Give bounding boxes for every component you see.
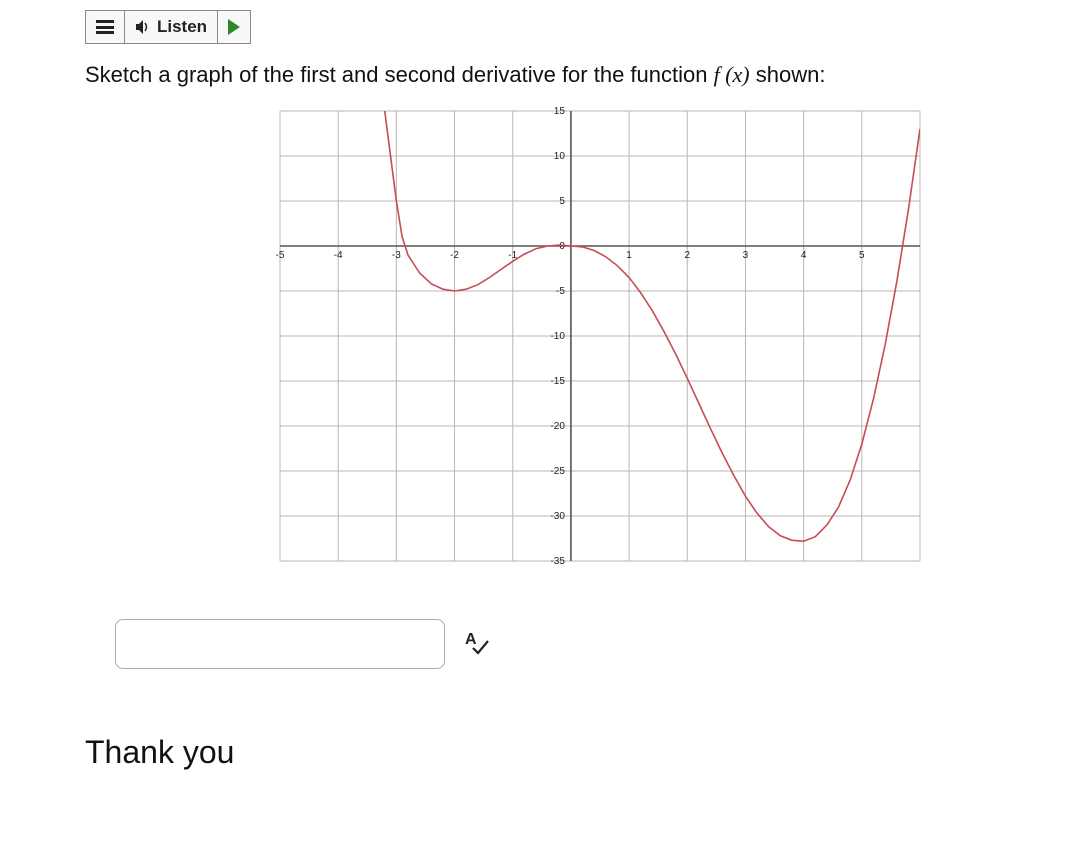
question-func: f (x): [714, 62, 750, 87]
spellcheck-button[interactable]: A: [463, 629, 489, 660]
question-text: Sketch a graph of the first and second d…: [85, 62, 1080, 88]
svg-text:-10: -10: [550, 331, 565, 342]
answer-row: A: [115, 619, 1080, 669]
hamburger-icon: [96, 20, 114, 34]
svg-text:2: 2: [684, 250, 690, 261]
play-icon: [228, 19, 240, 35]
question-suffix: shown:: [750, 62, 826, 87]
svg-text:-3: -3: [392, 250, 401, 261]
chart-svg: -5-4-3-2-112345151050-5-10-15-20-25-30-3…: [270, 106, 930, 566]
svg-text:3: 3: [743, 250, 749, 261]
svg-text:5: 5: [859, 250, 865, 261]
thank-you-text: Thank you: [85, 734, 1080, 771]
svg-text:-35: -35: [550, 556, 565, 566]
svg-text:-4: -4: [334, 250, 343, 261]
chart: -5-4-3-2-112345151050-5-10-15-20-25-30-3…: [270, 106, 1080, 571]
listen-button[interactable]: Listen: [125, 11, 218, 43]
toolbar: Listen: [85, 10, 251, 44]
answer-input[interactable]: [115, 619, 445, 669]
menu-button[interactable]: [86, 11, 125, 43]
svg-text:4: 4: [801, 250, 807, 261]
svg-text:-2: -2: [450, 250, 459, 261]
svg-text:1: 1: [626, 250, 632, 261]
svg-text:0: 0: [559, 241, 565, 252]
listen-label: Listen: [157, 17, 207, 37]
play-button[interactable]: [218, 11, 250, 43]
svg-text:A: A: [465, 631, 477, 648]
svg-text:10: 10: [554, 151, 566, 162]
svg-text:-15: -15: [550, 376, 565, 387]
svg-text:15: 15: [554, 106, 566, 117]
svg-text:-30: -30: [550, 511, 565, 522]
svg-text:-25: -25: [550, 466, 565, 477]
svg-text:-5: -5: [556, 286, 565, 297]
sound-icon: [135, 19, 151, 35]
spellcheck-icon: A: [463, 629, 489, 655]
svg-text:5: 5: [559, 196, 565, 207]
svg-text:-20: -20: [550, 421, 565, 432]
question-prefix: Sketch a graph of the first and second d…: [85, 62, 714, 87]
svg-text:-5: -5: [276, 250, 285, 261]
